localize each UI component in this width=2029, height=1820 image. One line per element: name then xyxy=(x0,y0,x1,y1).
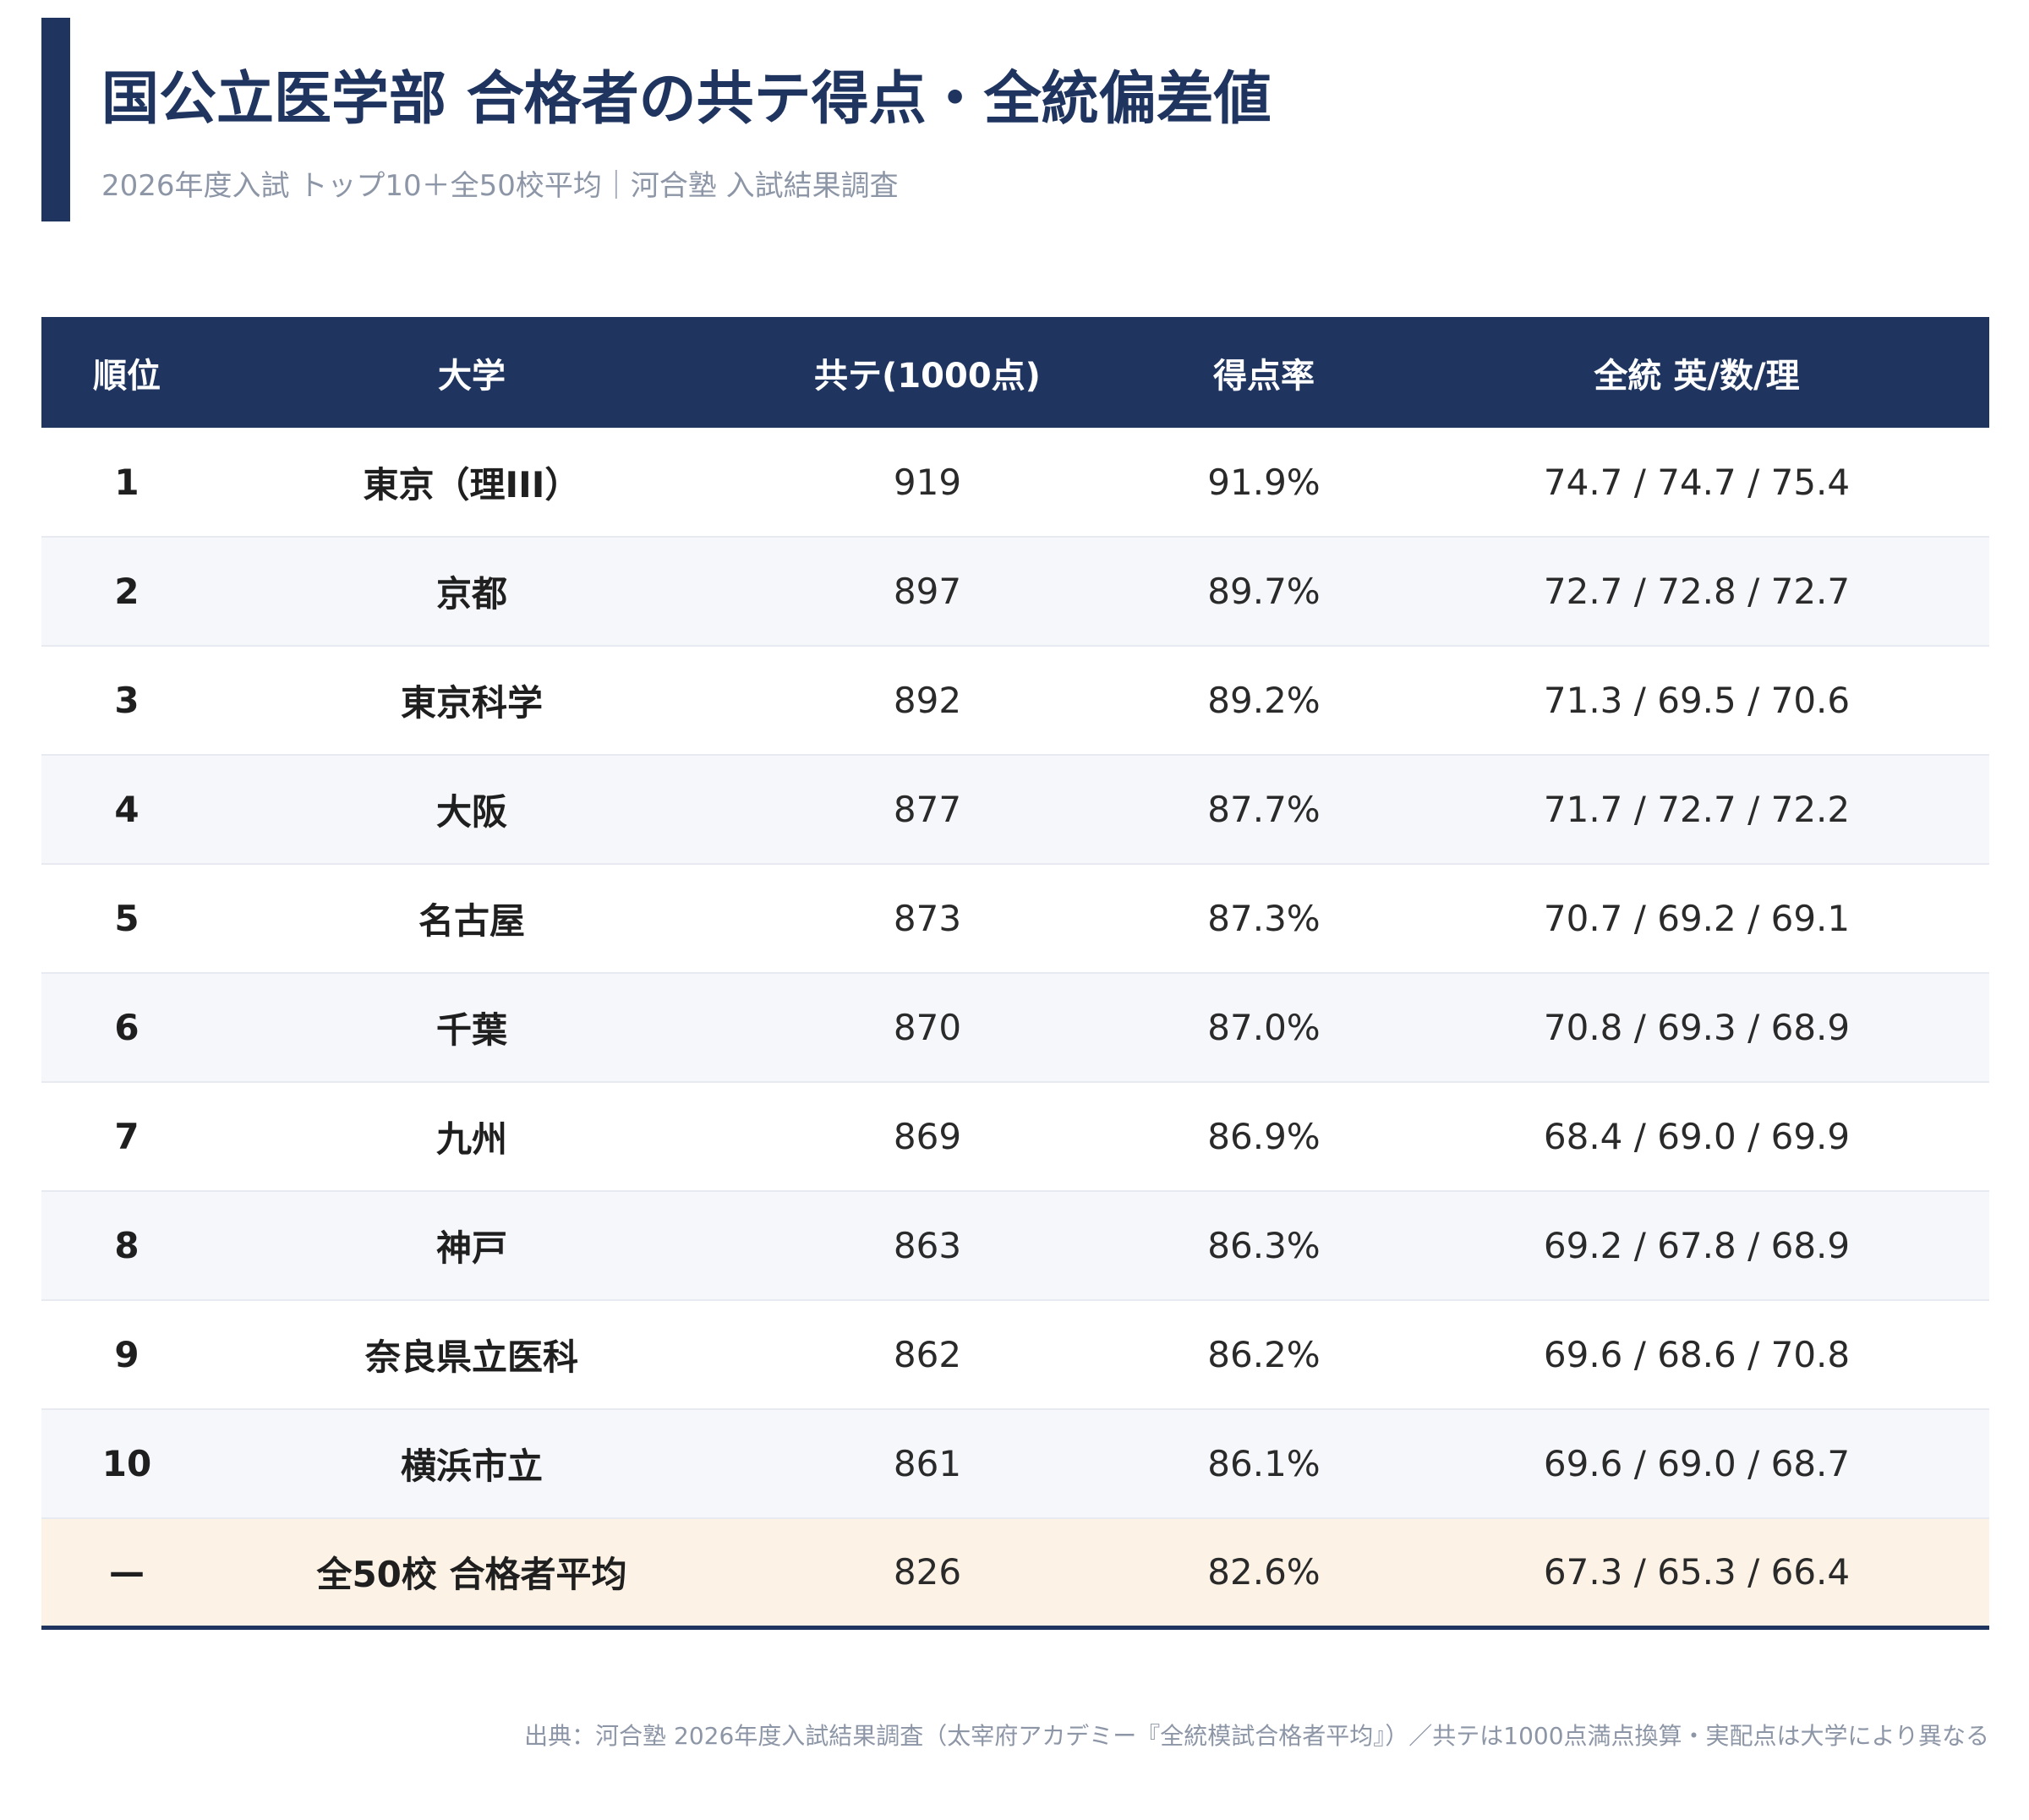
title-accent-bar xyxy=(41,18,70,221)
university-cell: 東京科学 xyxy=(400,682,543,724)
deviation-cell: 69.6 / 69.0 / 68.7 xyxy=(1543,1443,1851,1484)
score-cell: 862 xyxy=(893,1334,962,1375)
score-cell: 863 xyxy=(893,1225,962,1266)
score-cell: 870 xyxy=(893,1007,962,1048)
university-cell: 東京（理III） xyxy=(363,463,581,506)
rate-cell: 86.2% xyxy=(1207,1334,1321,1375)
rate-cell: 89.7% xyxy=(1207,571,1321,612)
page-title: 国公立医学部 合格者の共テ得点・全統偏差値 xyxy=(101,66,1272,133)
deviation-cell: 67.3 / 65.3 / 66.4 xyxy=(1543,1551,1851,1593)
page-subtitle: 2026年度入試 トップ10＋全50校平均｜河合塾 入試結果調査 xyxy=(101,169,899,203)
deviation-cell: 69.2 / 67.8 / 68.9 xyxy=(1543,1225,1851,1266)
table-row: 6 千葉 870 87.0% 70.8 / 69.3 / 68.9 xyxy=(41,973,1989,1082)
rank-cell: 3 xyxy=(114,680,139,721)
university-cell: 九州 xyxy=(435,1118,507,1160)
rank-cell: 4 xyxy=(114,789,139,830)
score-cell: 892 xyxy=(893,680,962,721)
score-cell: 826 xyxy=(893,1551,962,1593)
column-header-rate: 得点率 xyxy=(1213,356,1315,396)
table-row: 10 横浜市立 861 86.1% 69.6 / 69.0 / 68.7 xyxy=(41,1409,1989,1518)
deviation-cell: 72.7 / 72.8 / 72.7 xyxy=(1543,571,1851,612)
rank-cell: 10 xyxy=(101,1443,152,1484)
column-header-score: 共テ(1000点) xyxy=(814,356,1041,396)
rank-cell: 2 xyxy=(114,571,139,612)
university-cell: 名古屋 xyxy=(418,900,525,942)
column-header-deviation: 全統 英/数/理 xyxy=(1594,356,1800,396)
rank-cell: 8 xyxy=(114,1225,139,1266)
university-cell: 全50校 合格者平均 xyxy=(316,1554,627,1596)
average-row: — 全50校 合格者平均 826 82.6% 67.3 / 65.3 / 66.… xyxy=(41,1518,1989,1627)
university-cell: 千葉 xyxy=(435,1009,507,1051)
table-row: 2 京都 897 89.7% 72.7 / 72.8 / 72.7 xyxy=(41,537,1989,646)
table-row: 4 大阪 877 87.7% 71.7 / 72.7 / 72.2 xyxy=(41,755,1989,864)
header-row: 順位 大学 共テ(1000点) 得点率 全統 英/数/理 xyxy=(41,317,1989,428)
results-table-container: 順位 大学 共テ(1000点) 得点率 全統 英/数/理 1 東京（理III） … xyxy=(41,317,1989,1630)
rate-cell: 82.6% xyxy=(1207,1551,1321,1593)
rate-cell: 89.2% xyxy=(1207,680,1321,721)
deviation-cell: 69.6 / 68.6 / 70.8 xyxy=(1543,1334,1851,1375)
score-cell: 919 xyxy=(893,461,962,503)
table-row: 1 東京（理III） 919 91.9% 74.7 / 74.7 / 75.4 xyxy=(41,428,1989,537)
deviation-cell: 68.4 / 69.0 / 69.9 xyxy=(1543,1116,1851,1157)
score-cell: 877 xyxy=(893,789,962,830)
deviation-cell: 71.3 / 69.5 / 70.6 xyxy=(1543,680,1851,721)
score-cell: 861 xyxy=(893,1443,962,1484)
rate-cell: 87.3% xyxy=(1207,898,1321,939)
rank-cell: — xyxy=(109,1551,145,1593)
table-body: 1 東京（理III） 919 91.9% 74.7 / 74.7 / 75.4 … xyxy=(41,428,1989,1627)
score-cell: 897 xyxy=(893,571,962,612)
table-row: 3 東京科学 892 89.2% 71.3 / 69.5 / 70.6 xyxy=(41,646,1989,755)
deviation-cell: 70.7 / 69.2 / 69.1 xyxy=(1543,898,1851,939)
table-row: 8 神戸 863 86.3% 69.2 / 67.8 / 68.9 xyxy=(41,1191,1989,1300)
rate-cell: 86.1% xyxy=(1207,1443,1321,1484)
rate-cell: 86.3% xyxy=(1207,1225,1321,1266)
rate-cell: 87.0% xyxy=(1207,1007,1321,1048)
rank-cell: 6 xyxy=(114,1007,139,1048)
university-cell: 奈良県立医科 xyxy=(364,1336,578,1378)
rate-cell: 91.9% xyxy=(1207,461,1321,503)
university-cell: 京都 xyxy=(435,573,507,615)
table-row: 5 名古屋 873 87.3% 70.7 / 69.2 / 69.1 xyxy=(41,864,1989,973)
rank-cell: 1 xyxy=(114,461,139,503)
deviation-cell: 70.8 / 69.3 / 68.9 xyxy=(1543,1007,1851,1048)
score-cell: 869 xyxy=(893,1116,962,1157)
rank-cell: 5 xyxy=(114,898,139,939)
results-table: 順位 大学 共テ(1000点) 得点率 全統 英/数/理 1 東京（理III） … xyxy=(41,317,1989,1630)
rank-cell: 7 xyxy=(114,1116,139,1157)
university-cell: 神戸 xyxy=(435,1227,507,1269)
university-cell: 大阪 xyxy=(435,791,507,833)
source-note: 出典：河合塾 2026年度入試結果調査（太宰府アカデミー『全統模試合格者平均』）… xyxy=(524,1722,1989,1750)
rate-cell: 87.7% xyxy=(1207,789,1321,830)
table-row: 7 九州 869 86.9% 68.4 / 69.0 / 69.9 xyxy=(41,1082,1989,1191)
deviation-cell: 71.7 / 72.7 / 72.2 xyxy=(1543,789,1851,830)
deviation-cell: 74.7 / 74.7 / 75.4 xyxy=(1543,461,1851,503)
column-header-university: 大学 xyxy=(438,356,506,396)
score-cell: 873 xyxy=(893,898,962,939)
column-header-rank: 順位 xyxy=(93,356,161,396)
rate-cell: 86.9% xyxy=(1207,1116,1321,1157)
rank-cell: 9 xyxy=(114,1334,139,1375)
university-cell: 横浜市立 xyxy=(400,1446,543,1487)
table-header: 順位 大学 共テ(1000点) 得点率 全統 英/数/理 xyxy=(41,317,1989,428)
table-row: 9 奈良県立医科 862 86.2% 69.6 / 68.6 / 70.8 xyxy=(41,1300,1989,1409)
